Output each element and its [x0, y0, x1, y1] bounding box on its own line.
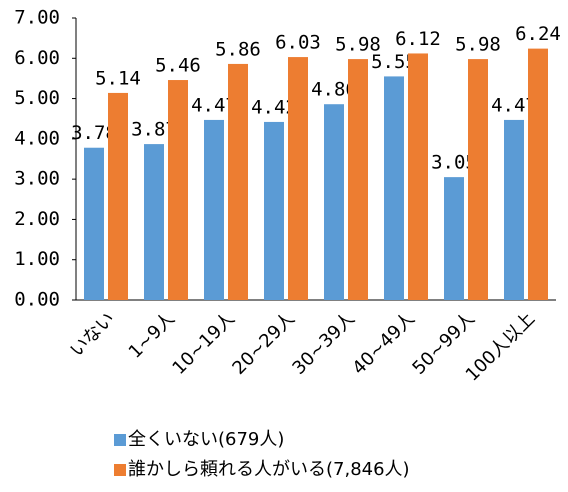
x-tick-label: 40~49人: [348, 308, 419, 379]
x-tick-label: 30~39人: [288, 308, 359, 379]
y-tick-label: 1.00: [14, 248, 60, 270]
legend-swatch: [114, 464, 126, 476]
data-label: 4.86: [311, 79, 357, 101]
bar: [108, 92, 128, 300]
y-tick-label: 5.00: [14, 87, 60, 109]
data-label: 4.42: [251, 96, 297, 118]
data-label: 3.78: [71, 122, 117, 144]
bar: [264, 121, 284, 301]
bar: [348, 59, 368, 300]
x-tick-label: 10~19人: [168, 308, 239, 379]
x-tick-label: 1~9人: [125, 308, 179, 362]
bar: [228, 63, 248, 300]
data-label: 4.47: [491, 94, 537, 116]
bar: [84, 147, 104, 300]
data-label: 5.46: [155, 55, 201, 77]
y-tick-label: 2.00: [14, 208, 60, 230]
bar: [288, 57, 308, 300]
bar: [324, 104, 344, 300]
bar: [204, 119, 224, 301]
bar: [144, 144, 164, 300]
y-tick-label: 4.00: [14, 127, 60, 149]
bar: [168, 80, 188, 300]
y-tick-label: 3.00: [14, 168, 60, 190]
legend-label: 全くいない(679人): [128, 429, 284, 450]
bar: [528, 48, 548, 300]
bar: [408, 53, 428, 300]
legend-swatch: [114, 434, 126, 446]
data-label: 5.14: [95, 67, 141, 89]
data-label: 3.87: [131, 119, 177, 141]
x-tick-label: 20~29人: [228, 308, 299, 379]
data-label: 3.05: [431, 152, 477, 174]
data-label: 5.98: [335, 34, 381, 56]
y-tick-label: 6.00: [14, 47, 60, 69]
bar: [504, 119, 524, 301]
data-label: 5.98: [455, 34, 501, 56]
legend-label: 誰かしら頼れる人がいる(7,846人): [128, 459, 410, 480]
data-label: 6.03: [275, 32, 321, 54]
x-tick-label: いない: [66, 308, 119, 361]
data-label: 5.86: [215, 38, 261, 60]
y-tick-label: 7.00: [14, 7, 60, 29]
data-label: 4.47: [191, 94, 237, 116]
y-tick-label: 0.00: [14, 289, 60, 311]
bar: [468, 59, 488, 300]
bar: [444, 177, 464, 300]
data-label: 6.12: [395, 28, 441, 50]
bar: [384, 76, 404, 301]
data-label: 6.24: [515, 23, 561, 45]
data-label: 5.55: [371, 51, 417, 73]
